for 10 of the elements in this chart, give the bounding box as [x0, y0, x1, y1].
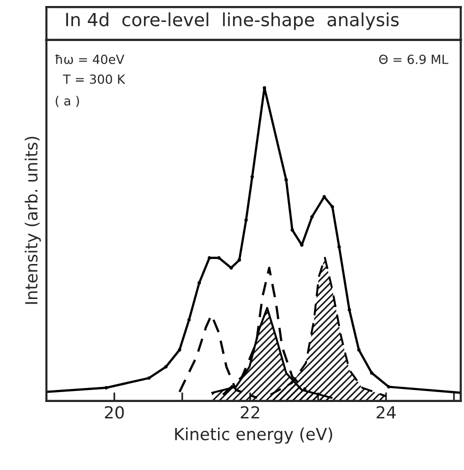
chart-title: In 4d core-level line-shape analysis — [66, 12, 399, 30]
text: ħω = 40eV — [55, 54, 124, 64]
y-axis-title: Intensity (arb. units) — [24, 136, 41, 304]
text: T = 300 K — [62, 74, 126, 84]
text: Θ = 6.9 ML — [379, 54, 448, 64]
x-axis-title: Kinetic energy (eV) — [175, 427, 332, 444]
x-tick-label: 20 — [104, 406, 124, 419]
x-tick-label: 22 — [240, 406, 260, 418]
x-tick-label: 24 — [376, 406, 396, 418]
annotation: ( a ) — [56, 96, 79, 108]
